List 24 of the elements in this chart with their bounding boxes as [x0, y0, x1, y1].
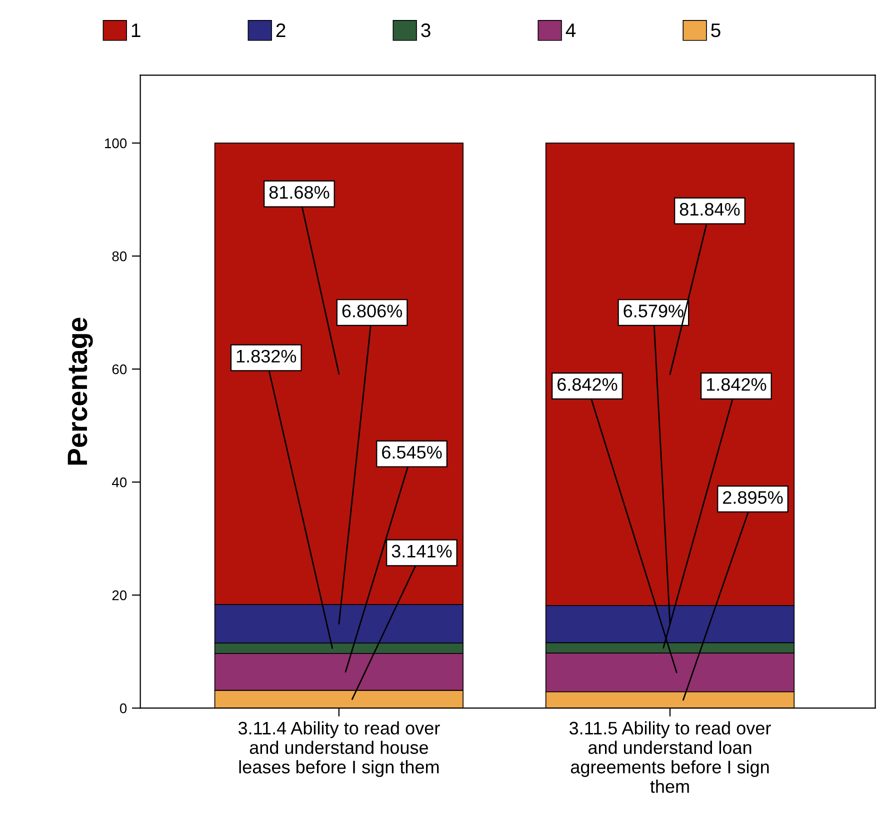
y-tick-label: 60 — [112, 364, 127, 374]
data-label: 2.895% — [723, 491, 783, 504]
y-tick-label: 40 — [112, 477, 127, 488]
data-label: 1.832% — [236, 350, 296, 363]
data-label: 1.842% — [706, 378, 766, 391]
y-tick-label: 100 — [105, 138, 127, 148]
y-tick-label: 20 — [112, 590, 127, 600]
legend-label: 4 — [566, 24, 576, 37]
data-label: 6.545% — [382, 446, 442, 459]
data-label: 6.806% — [342, 304, 402, 318]
y-axis-title: Percentage — [68, 318, 93, 465]
data-label: 6.842% — [558, 378, 618, 391]
data-label: 6.579% — [624, 304, 684, 318]
legend-label: 5 — [711, 24, 720, 38]
legend-label: 2 — [276, 23, 286, 37]
data-label: 3.141% — [392, 544, 452, 558]
legend-label: 3 — [421, 23, 430, 38]
legend-label: 1 — [132, 24, 140, 37]
data-label: 81.68% — [269, 186, 330, 199]
y-tick-label: 80 — [112, 251, 127, 262]
y-tick-label: 0 — [120, 703, 127, 714]
x-tick-label: 3.11.4 Ability to read over and understand house leases before I sign them — [238, 721, 440, 778]
x-tick-label: 3.11.5 Ability to read over and understand loan agreements before I sign them — [569, 721, 771, 793]
data-label: 81.84% — [680, 202, 740, 216]
